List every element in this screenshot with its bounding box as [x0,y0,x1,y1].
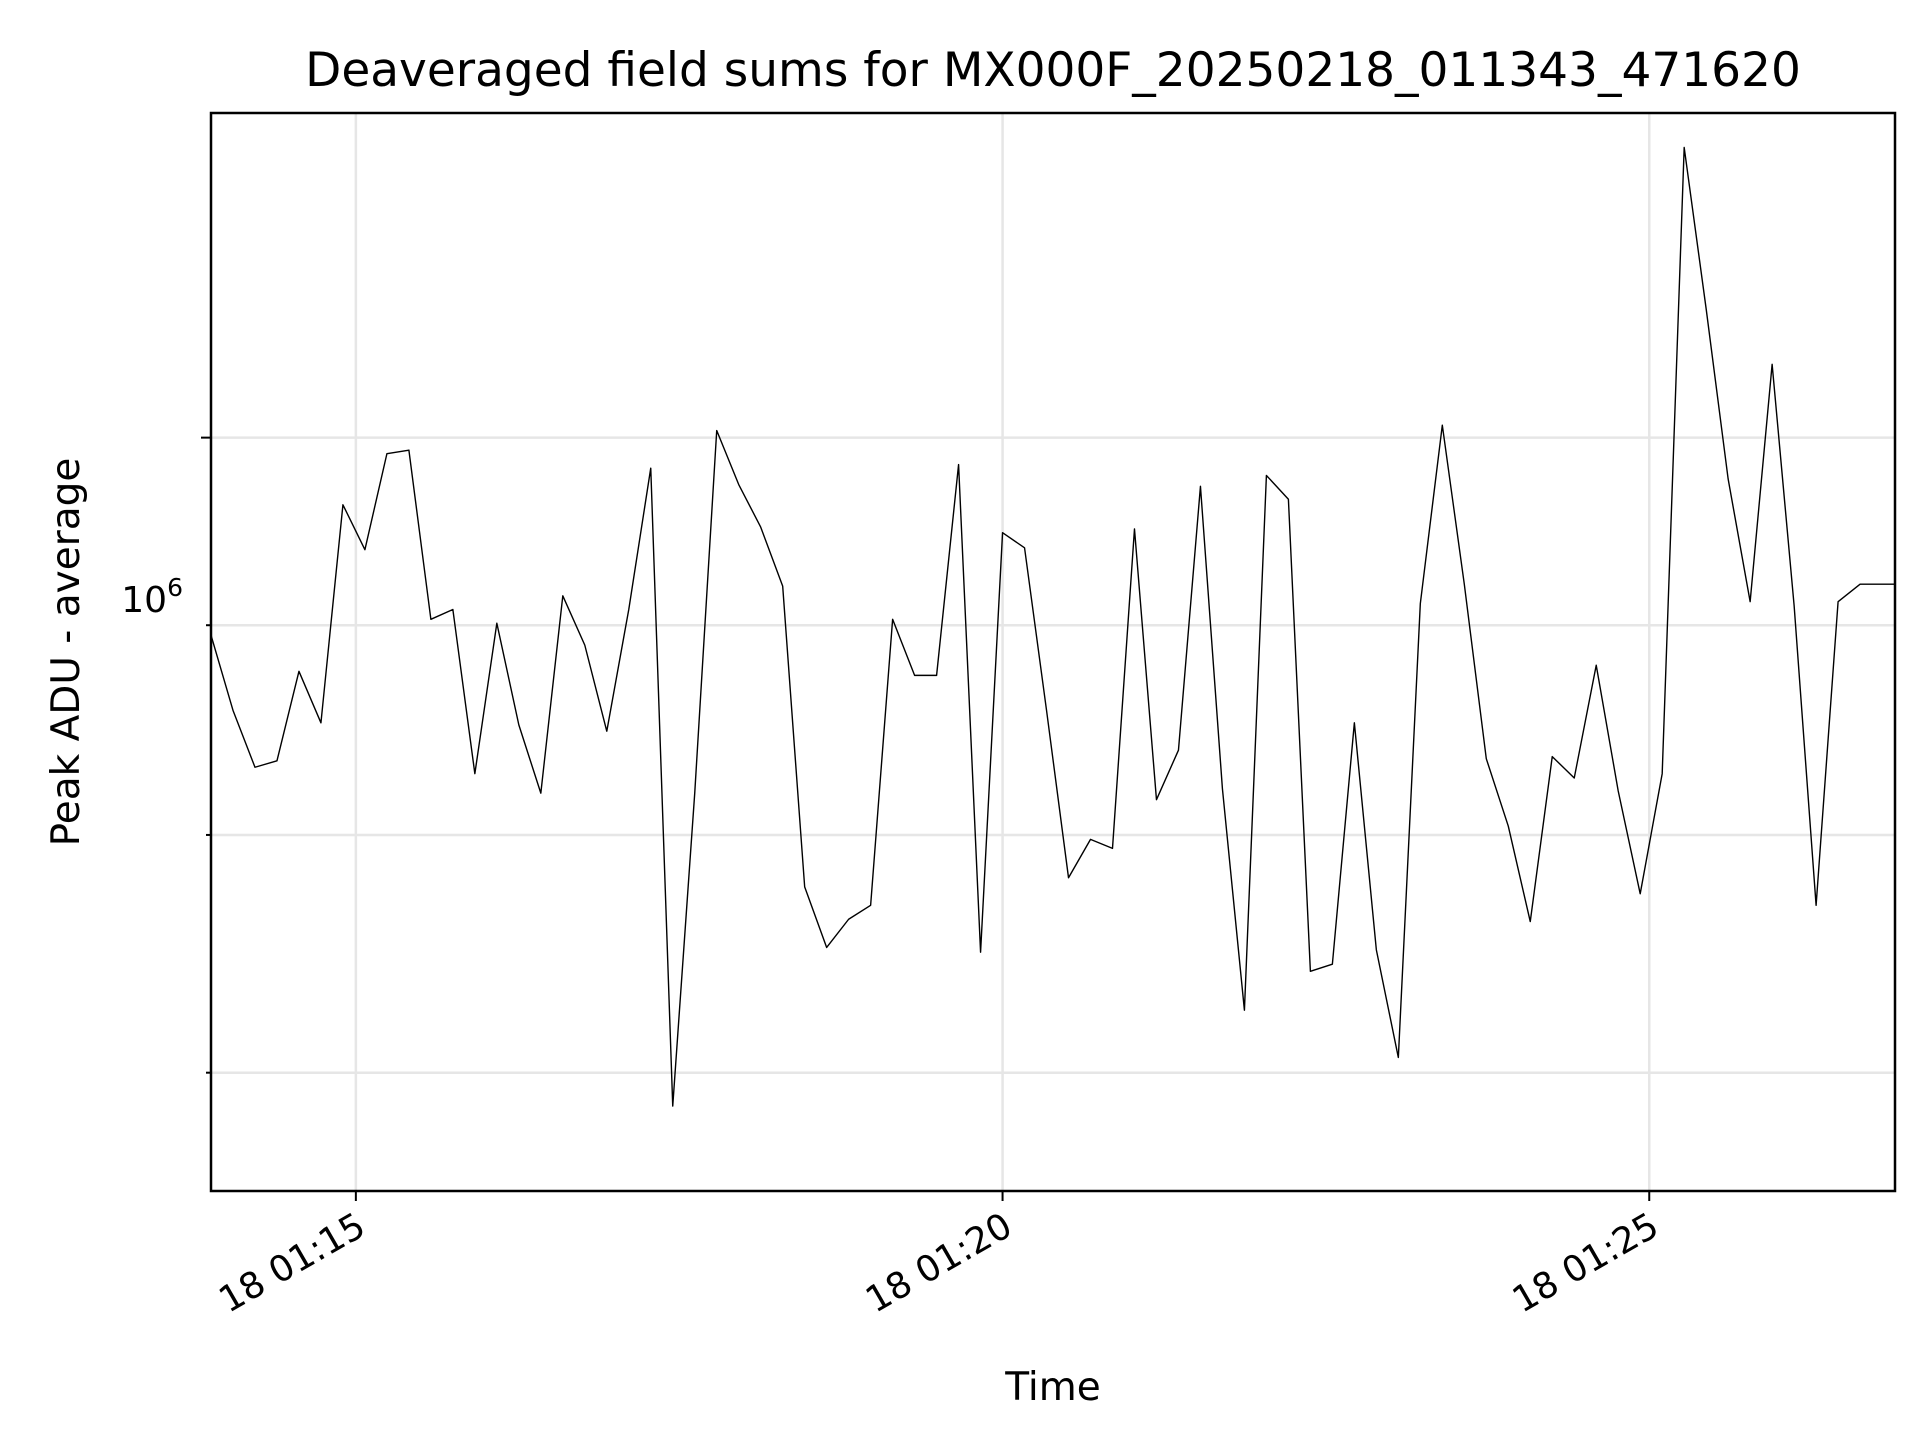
y-axis-label: Peak ADU - average [44,458,89,847]
x-axis-label: Time [1004,1365,1100,1410]
grid [211,113,1895,1191]
chart-title: Deaveraged field sums for MX000F_2025021… [305,43,1801,98]
y-tick-label: 106 [121,573,183,621]
series-line [210,146,1895,1107]
series-layer [210,146,1895,1107]
plot-frame [209,111,1897,1193]
